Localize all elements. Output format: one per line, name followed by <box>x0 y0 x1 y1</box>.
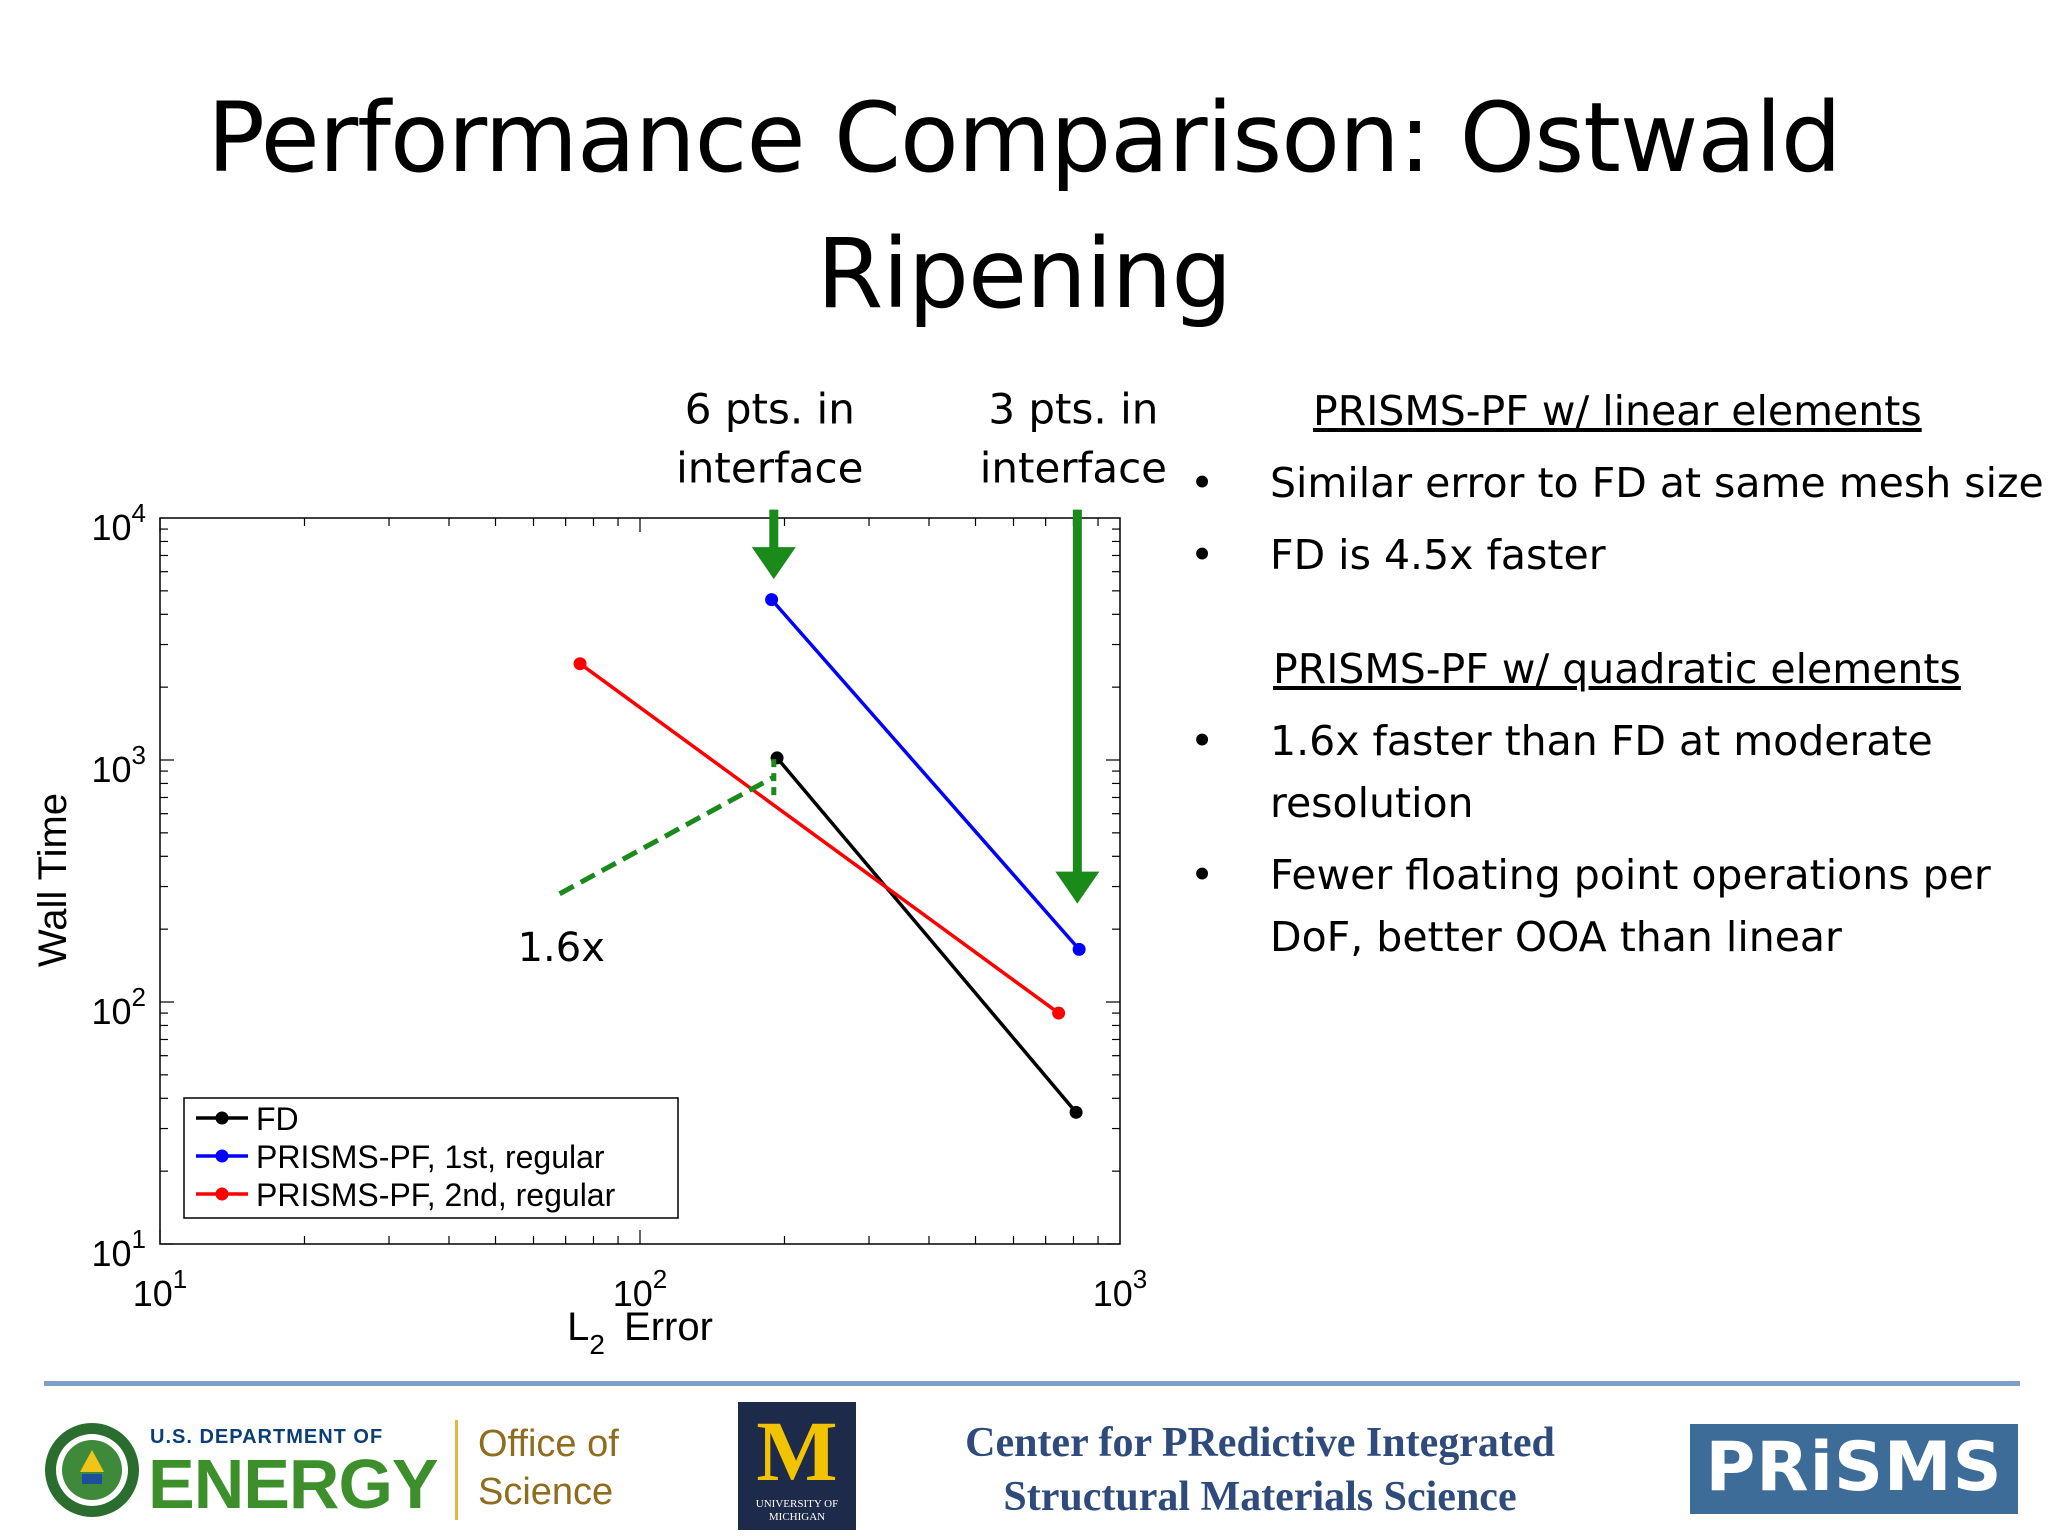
doe-office: Office of Science <box>478 1420 619 1516</box>
quadratic-bullet-1: Fewer floating point operations per DoF,… <box>1190 844 2048 968</box>
doe-line1: U.S. DEPARTMENT OF <box>150 1426 384 1448</box>
legend-label-0: FD <box>256 1101 299 1137</box>
series-line-0 <box>775 756 1078 1114</box>
legend-label-2: PRISMS-PF, 2nd, regular <box>256 1177 616 1213</box>
arrow-6pts-label-2: interface <box>676 444 863 493</box>
arrow-3pts-label-2: interface <box>980 444 1167 493</box>
legend-marker-0 <box>215 1111 229 1125</box>
slide-title: Performance Comparison: Ostwald Ripening <box>0 70 2048 342</box>
center-line2: Structural Materials Science <box>1003 1474 1517 1520</box>
center-name: Center for PRedictive Integrated Structu… <box>900 1416 1620 1524</box>
legend-marker-2 <box>215 1187 229 1201</box>
speedup-label: 1.6x <box>518 925 605 971</box>
linear-bullet-0: Similar error to FD at same mesh size <box>1190 452 2048 514</box>
y-axis-label: Wall Time <box>31 793 75 967</box>
umich-logo: M UNIVERSITY OF MICHIGAN <box>738 1402 856 1530</box>
legend-label-1: PRISMS-PF, 1st, regular <box>256 1139 605 1175</box>
series-line-2 <box>578 662 1060 1015</box>
doe-line2: ENERGY <box>148 1445 439 1523</box>
prisms-logo-text: PRiSMS <box>1705 1428 2003 1507</box>
x-axis-label-sub: 2 <box>589 1329 605 1360</box>
quadratic-heading: PRISMS-PF w/ quadratic elements <box>1273 645 1961 693</box>
umich-line1: UNIVERSITY OF <box>755 1498 839 1510</box>
y-tick-label: 104 <box>91 498 146 548</box>
umich-letter: M <box>756 1403 838 1499</box>
footer-divider <box>44 1381 2020 1386</box>
umich-text: UNIVERSITY OF MICHIGAN <box>738 1498 856 1524</box>
x-axis-label-rest: Error <box>613 1305 713 1349</box>
y-tick-label: 103 <box>91 740 146 790</box>
x-tick-label: 103 <box>1093 1264 1148 1314</box>
legend-marker-1 <box>215 1149 229 1163</box>
data-series <box>573 593 1086 1119</box>
performance-chart: 101 102 103 101 102 103 104 6 pts. in interface… <box>31 385 1167 1360</box>
bullet-panel: PRISMS-PF w/ linear elements Similar err… <box>1190 380 2048 968</box>
doe-office-line2: Science <box>478 1471 614 1513</box>
doe-office-line1: Office of <box>478 1423 619 1465</box>
legend-box <box>183 1097 679 1219</box>
doe-seal-icon <box>45 1423 139 1517</box>
series-point-1 <box>1072 942 1086 956</box>
speedup-dashed-line <box>558 774 775 896</box>
umich-line2: MICHIGAN <box>768 1511 826 1523</box>
series-point-1 <box>765 593 779 607</box>
x-tick-label: 102 <box>613 1264 668 1314</box>
y-tick-label: 102 <box>91 982 146 1032</box>
slide-title-line2: Ripening <box>816 218 1233 330</box>
axis-tick-labels: 101 102 103 101 102 103 104 <box>91 498 1147 1314</box>
y-tick-label: 101 <box>91 1224 146 1274</box>
slide-title-line1: Performance Comparison: Ostwald <box>207 82 1842 194</box>
arrow-6pts-head <box>751 547 796 580</box>
quadratic-list: 1.6x faster than FD at moderate resoluti… <box>1190 710 2048 968</box>
linear-bullet-1: FD is 4.5x faster <box>1190 524 2048 586</box>
series-point-0 <box>1069 1105 1083 1119</box>
arrow-3pts-head <box>1055 871 1100 904</box>
arrow-6pts-label-1: 6 pts. in <box>685 385 855 434</box>
prisms-logo: PRiSMS <box>1690 1424 2018 1514</box>
series-point-2 <box>1052 1006 1066 1020</box>
x-tick-label: 101 <box>133 1264 188 1314</box>
x-axis-label-main: L <box>567 1305 589 1349</box>
quadratic-bullet-0: 1.6x faster than FD at moderate resoluti… <box>1190 710 2048 834</box>
series-point-2 <box>573 657 587 671</box>
arrow-3pts-label-1: 3 pts. in <box>988 385 1158 434</box>
series-line-1 <box>770 598 1081 951</box>
linear-list: Similar error to FD at same mesh size FD … <box>1190 452 2048 586</box>
doe-separator <box>455 1420 458 1520</box>
x-axis-label: L2 Error <box>567 1305 713 1360</box>
linear-heading: PRISMS-PF w/ linear elements <box>1313 387 1922 435</box>
annotations: 6 pts. in interface 3 pts. in interface 1.6x <box>518 385 1167 971</box>
center-line1: Center for PRedictive Integrated <box>965 1420 1555 1466</box>
